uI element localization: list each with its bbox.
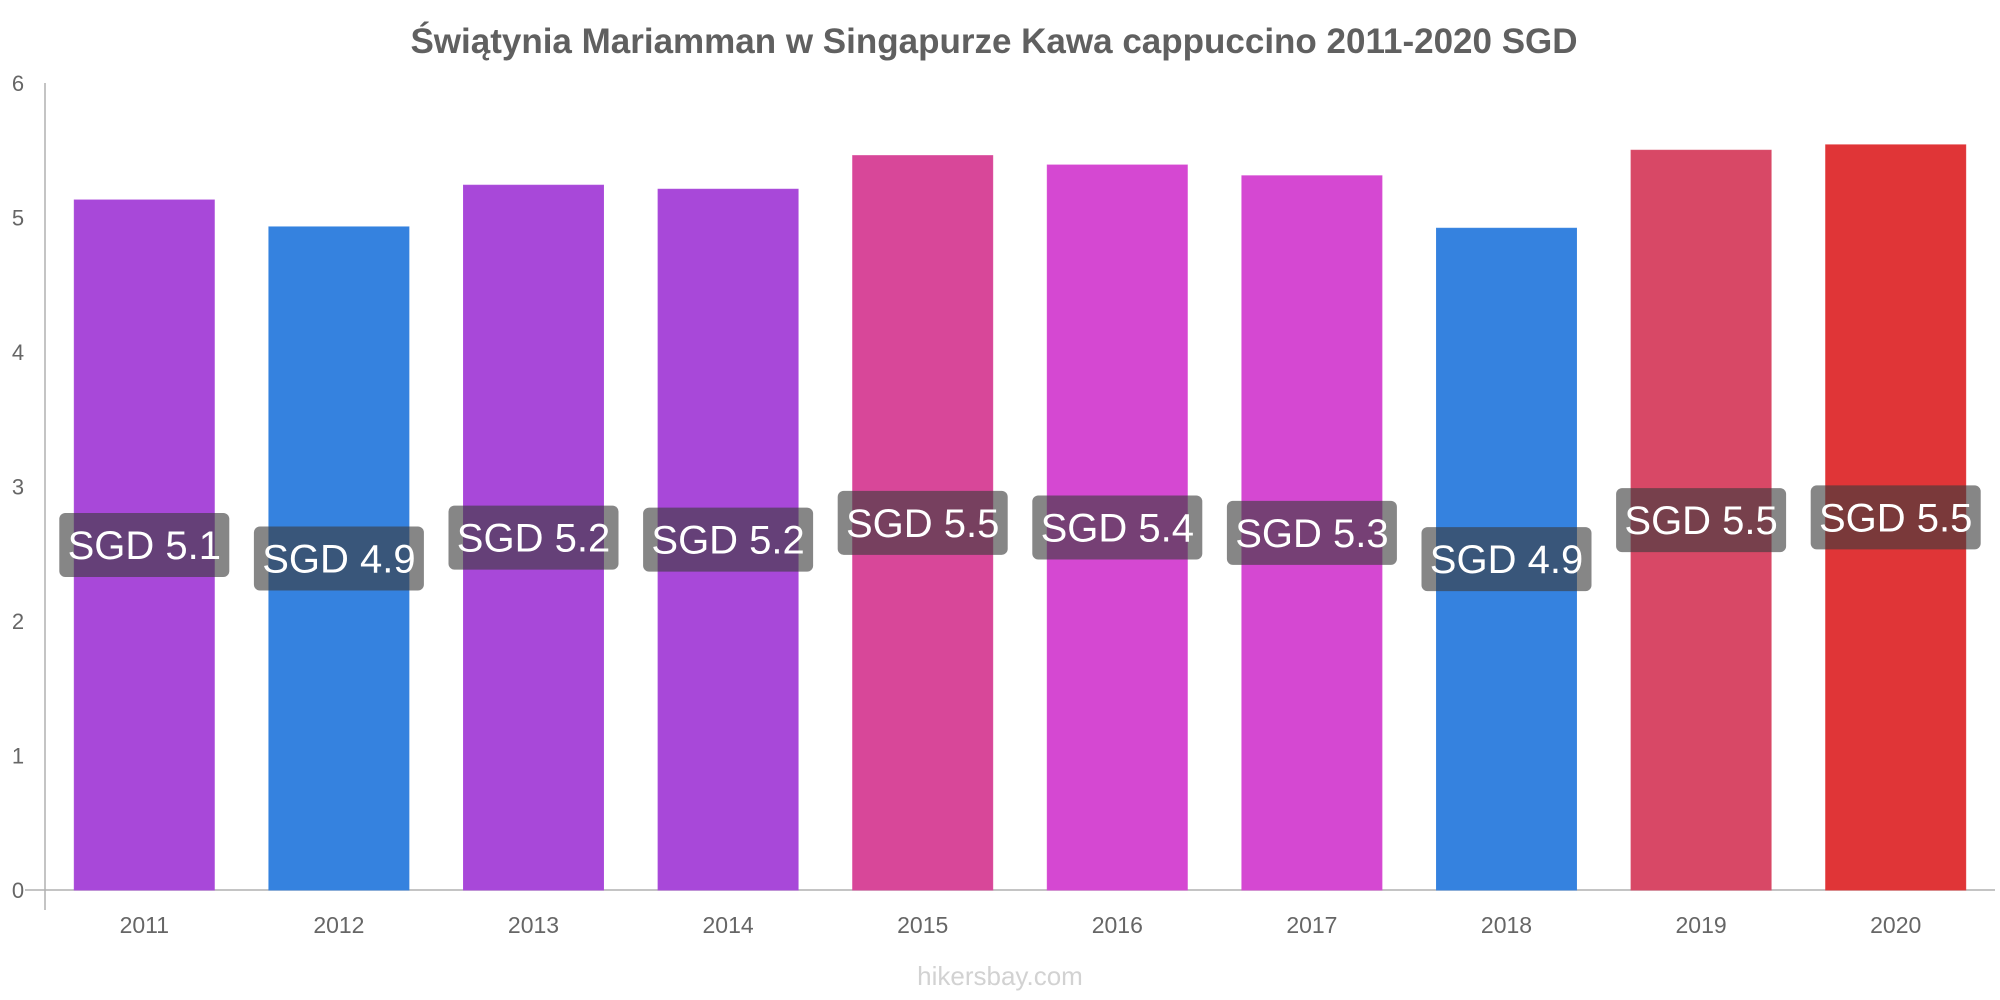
x-tick-label: 2018 xyxy=(1481,912,1532,938)
x-tick-label: 2016 xyxy=(1092,912,1143,938)
x-tick-label: 2020 xyxy=(1870,912,1921,938)
data-label: SGD 5.1 xyxy=(68,524,221,568)
data-label: SGD 5.2 xyxy=(651,519,804,563)
data-label-box xyxy=(837,490,1008,555)
data-label-box xyxy=(448,505,619,570)
x-tick-label: 2011 xyxy=(120,912,169,938)
y-tick-label: 6 xyxy=(12,71,24,96)
data-label: SGD 5.5 xyxy=(1819,496,1972,540)
data-label-box xyxy=(59,513,230,578)
data-label-box xyxy=(1421,527,1592,592)
y-tick-label: 0 xyxy=(12,878,24,903)
data-label: SGD 5.3 xyxy=(1235,512,1388,556)
y-tick-label: 1 xyxy=(12,744,24,769)
data-label-box xyxy=(1810,485,1981,550)
data-label: SGD 4.9 xyxy=(1430,538,1583,582)
data-label-box xyxy=(1616,488,1787,553)
x-tick-label: 2014 xyxy=(703,912,754,938)
data-labels: SGD 5.1 SGD 4.9 SGD 5.2 SGD 5.2 SGD 5.5 SGD 5… xyxy=(59,485,1981,592)
x-tick-label: 2019 xyxy=(1676,912,1727,938)
data-label: SGD 5.4 xyxy=(1041,507,1194,551)
chart-title: Świątynia Mariamman w Singapurze Kawa ca… xyxy=(410,21,1577,61)
x-tick-label: 2017 xyxy=(1286,912,1337,938)
x-tick-label: 2013 xyxy=(508,912,559,938)
data-label-box xyxy=(1226,500,1397,565)
data-label-box xyxy=(253,526,424,591)
x-tick-label: 2012 xyxy=(313,912,364,938)
y-axis: 0 1 2 3 4 5 6 xyxy=(12,71,46,910)
y-tick-label: 5 xyxy=(12,206,24,231)
data-label: SGD 5.2 xyxy=(457,517,610,561)
data-label-box xyxy=(1032,495,1203,560)
y-tick-label: 2 xyxy=(12,609,24,634)
y-tick-label: 4 xyxy=(12,340,24,365)
y-tick-label: 3 xyxy=(12,475,24,500)
x-tick-label: 2015 xyxy=(897,912,948,938)
data-label-box xyxy=(643,507,814,572)
x-axis: 2011 2012 2013 2014 2015 2016 2017 2018 2019 2020 xyxy=(25,889,1995,938)
data-label: SGD 4.9 xyxy=(262,537,415,581)
data-label: SGD 5.5 xyxy=(1624,499,1777,543)
watermark: hikersbay.com xyxy=(917,961,1083,991)
data-label: SGD 5.5 xyxy=(846,502,999,546)
